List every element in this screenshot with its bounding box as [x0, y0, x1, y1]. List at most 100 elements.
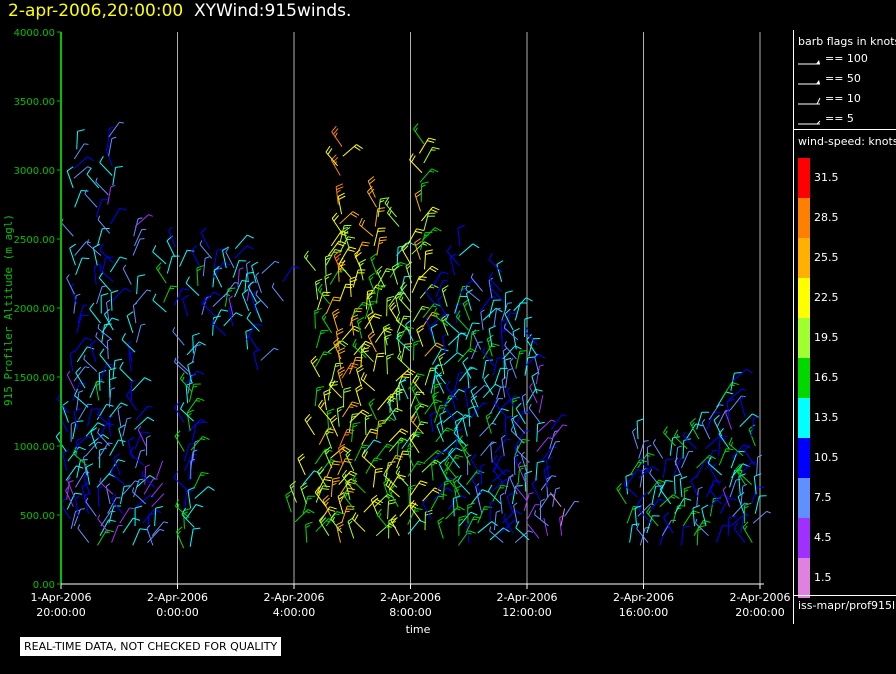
- wind-barb: [191, 344, 201, 364]
- wind-barb: [408, 484, 416, 506]
- wind-barb: [98, 370, 107, 391]
- wind-barb: [251, 261, 259, 284]
- wind-barb: [66, 166, 74, 189]
- wind-barb: [99, 519, 116, 536]
- wind-barb: [716, 525, 730, 543]
- wind-barb: [662, 458, 674, 478]
- wind-barb: [99, 243, 114, 263]
- wind-barb: [690, 475, 699, 498]
- wind-barb: [511, 396, 521, 418]
- wind-barb: [390, 514, 400, 536]
- wind-barb: [465, 289, 473, 311]
- colorbar-swatch: [798, 398, 810, 438]
- wind-barb: [485, 411, 493, 434]
- wind-barb: [635, 491, 651, 508]
- wind-barb: [537, 419, 556, 433]
- barb-flag-label: == 50: [825, 72, 861, 85]
- wind-barb: [732, 368, 753, 382]
- wind-barb: [419, 168, 439, 183]
- wind-barb: [470, 341, 483, 360]
- wind-barb: [753, 473, 762, 495]
- wind-barb: [305, 521, 313, 543]
- wind-barb: [396, 315, 412, 334]
- wind-barb: [410, 413, 424, 434]
- wind-barb: [396, 438, 406, 459]
- wind-barb: [494, 367, 508, 386]
- colorbar-label: 7.5: [814, 491, 832, 504]
- wind-barb-plot: 1-Apr-2006 20:00:00 2-Apr-2006 0:00:00 2-Apr…: [2, 28, 790, 636]
- wind-barb: [442, 480, 452, 500]
- wind-barb: [490, 441, 495, 463]
- wind-barb: [504, 308, 514, 331]
- wind-barb: [66, 274, 75, 295]
- wind-barb: [333, 250, 342, 273]
- wind-barb: [86, 239, 102, 256]
- barb-flag-label: == 5: [825, 112, 854, 125]
- wind-barb: [100, 510, 116, 527]
- wind-barb: [400, 281, 412, 303]
- wind-barb: [345, 449, 355, 472]
- wind-barb: [395, 313, 411, 332]
- wind-barb: [638, 465, 659, 479]
- wind-barb: [223, 282, 240, 298]
- wind-barb: [504, 341, 517, 360]
- wind-barb: [95, 332, 109, 350]
- wind-barb: [329, 414, 339, 437]
- wind-barb: [147, 528, 165, 543]
- wind-barb: [133, 228, 147, 247]
- wind-barb: [433, 383, 442, 404]
- wind-barb: [493, 510, 501, 531]
- wind-barb: [376, 265, 386, 288]
- wind-barb: [365, 457, 382, 474]
- wind-barb: [509, 474, 518, 495]
- wind-barb: [488, 299, 501, 318]
- wind-barb: [151, 493, 165, 508]
- wind-barb: [127, 341, 133, 362]
- wind-barb: [413, 123, 425, 145]
- wind-barb: [362, 439, 381, 455]
- wind-barb: [349, 409, 370, 423]
- wind-barb: [70, 421, 76, 442]
- wind-barb: [492, 455, 506, 476]
- wind-barb: [317, 283, 331, 305]
- wind-barb: [343, 227, 351, 249]
- wind-barb: [191, 245, 201, 267]
- wind-barb: [271, 282, 284, 302]
- wind-barb: [370, 494, 379, 517]
- wind-barb: [354, 249, 363, 271]
- wind-barb: [310, 355, 321, 378]
- barb-flag-label: == 10: [825, 92, 861, 105]
- wind-barb: [179, 372, 193, 393]
- wind-barb: [67, 476, 75, 498]
- wind-barb: [314, 351, 332, 368]
- wind-barb: [480, 464, 485, 485]
- wind-barb: [388, 398, 397, 420]
- wind-barb: [110, 290, 119, 311]
- wind-barb: [523, 492, 534, 512]
- wind-barb: [73, 156, 95, 169]
- wind-barb: [646, 444, 652, 466]
- wind-barb: [179, 249, 195, 267]
- data-source-label: iss-mapr/prof915l: [798, 599, 896, 612]
- x-tick-label-date: 2-Apr-2006: [496, 591, 557, 604]
- wind-barb: [424, 342, 444, 357]
- wind-barb: [707, 456, 723, 476]
- wind-barb: [752, 510, 772, 524]
- wind-barb: [422, 497, 432, 520]
- wind-barb: [360, 342, 374, 363]
- wind-barb: [504, 475, 514, 495]
- wind-barb: [212, 262, 231, 278]
- x-tick-label-time: 12:00:00: [502, 606, 551, 619]
- wind-barb: [347, 516, 355, 539]
- wind-barb: [719, 497, 737, 514]
- wind-barb: [89, 340, 97, 362]
- wind-barb: [107, 497, 121, 514]
- wind-barb: [616, 482, 627, 505]
- wind-barb: [172, 327, 185, 346]
- wind-barb: [105, 145, 113, 167]
- wind-barb: [186, 397, 205, 414]
- wind-barb: [221, 246, 230, 269]
- y-tick-label: 3000.00: [14, 166, 55, 177]
- wind-barb: [445, 506, 465, 520]
- wind-barb: [412, 340, 422, 361]
